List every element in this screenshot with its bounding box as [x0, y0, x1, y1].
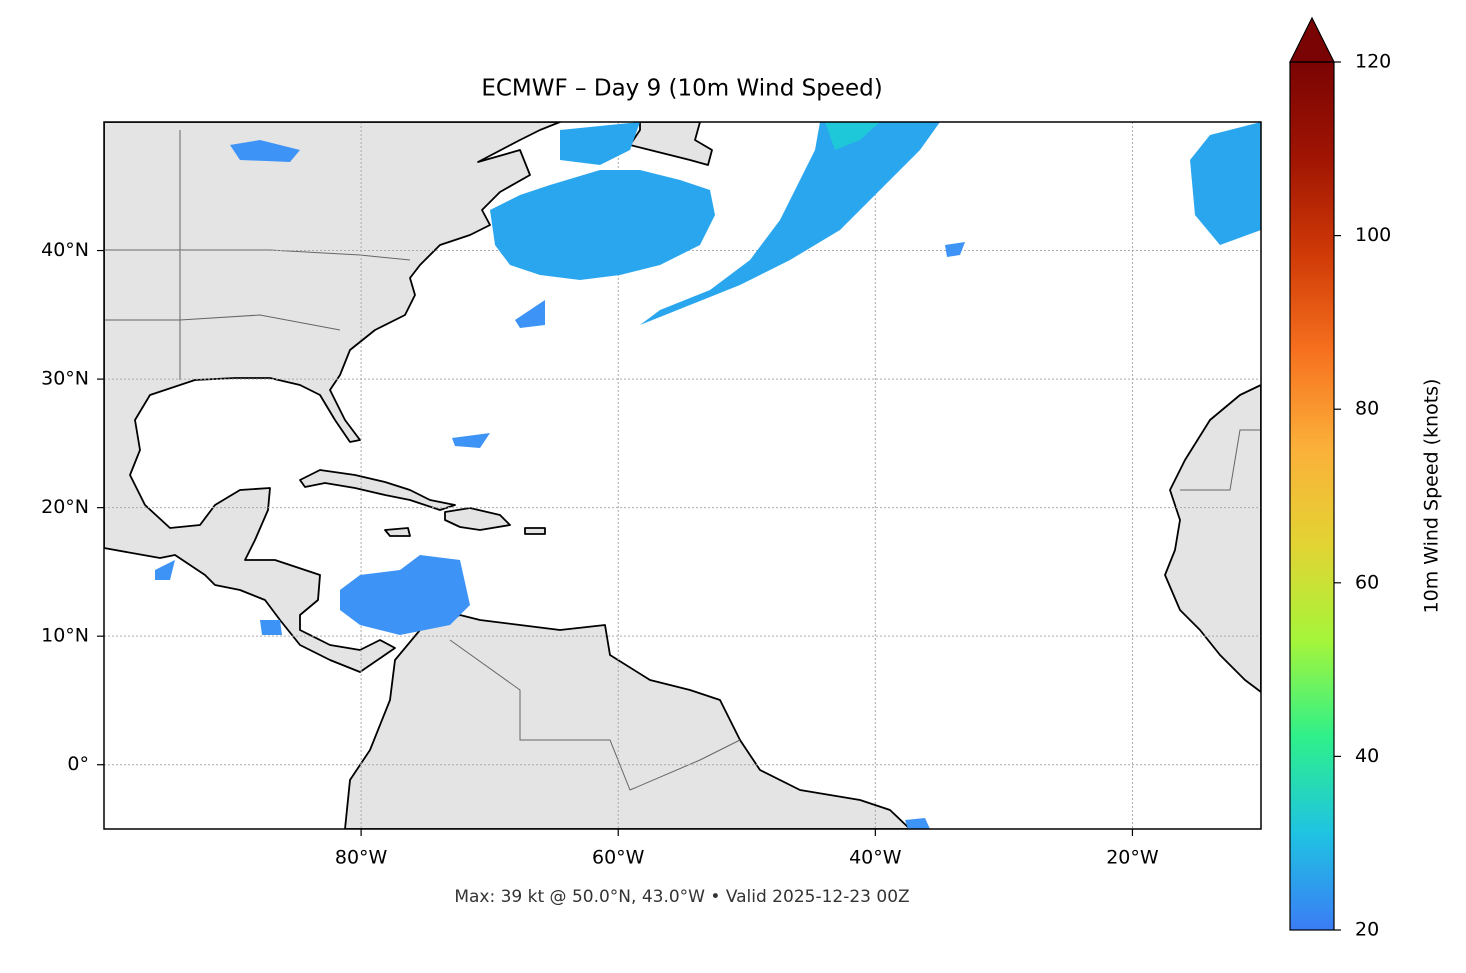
map-frame	[103, 121, 1262, 830]
wind-area	[640, 122, 940, 325]
borders	[104, 249, 411, 261]
wind-area	[155, 560, 175, 580]
wind-area	[825, 122, 880, 150]
wind-area	[560, 122, 640, 165]
x-tick-label: 40°W	[849, 847, 902, 869]
y-tick-label: 30°N	[41, 368, 89, 390]
wind-area	[490, 170, 715, 280]
wind-area	[230, 140, 300, 162]
colorbar-tick-label: 80	[1355, 398, 1379, 420]
y-tick-label: 20°N	[41, 496, 89, 518]
map-title: ECMWF – Day 9 (10m Wind Speed)	[481, 76, 882, 102]
colorbar-tick-label: 20	[1355, 919, 1379, 941]
africa	[1164, 384, 1261, 693]
colorbar-extend	[1289, 16, 1335, 63]
borders	[449, 639, 741, 791]
footer-note: Max: 39 kt @ 50.0°N, 43.0°W • Valid 2025…	[454, 887, 909, 907]
borders	[1180, 429, 1261, 491]
x-tick-label: 20°W	[1106, 847, 1159, 869]
south-america	[344, 614, 911, 829]
colorbar-label: 10m Wind Speed (knots)	[1421, 379, 1443, 614]
x-tick-label: 80°W	[335, 847, 388, 869]
wind-area	[945, 242, 965, 257]
wind-field	[155, 122, 1261, 829]
wind-area	[515, 300, 545, 328]
colorbar-tick-label: 100	[1355, 224, 1391, 246]
jamaica	[384, 527, 411, 537]
wind-area	[340, 555, 470, 635]
cuba	[299, 469, 456, 511]
colorbar-tick-label: 60	[1355, 571, 1379, 593]
puerto-rico	[524, 527, 546, 535]
map-area	[104, 122, 1261, 829]
x-tick-label: 60°W	[592, 847, 645, 869]
y-tick-label: 10°N	[41, 625, 89, 647]
colorbar	[1290, 62, 1334, 930]
colorbar-frame	[1289, 61, 1335, 931]
wind-area	[905, 818, 930, 829]
y-tick-label: 40°N	[41, 239, 89, 261]
land	[104, 122, 1261, 829]
wind-area	[1190, 122, 1261, 245]
y-tick-label: 0°	[67, 753, 89, 775]
wind-area	[452, 433, 490, 448]
colorbar-tick-label: 120	[1355, 51, 1391, 73]
north-america	[104, 122, 561, 673]
wind-area	[260, 620, 282, 635]
borders	[104, 314, 341, 331]
colorbar-tick-label: 40	[1355, 745, 1379, 767]
hispaniola	[444, 507, 511, 531]
